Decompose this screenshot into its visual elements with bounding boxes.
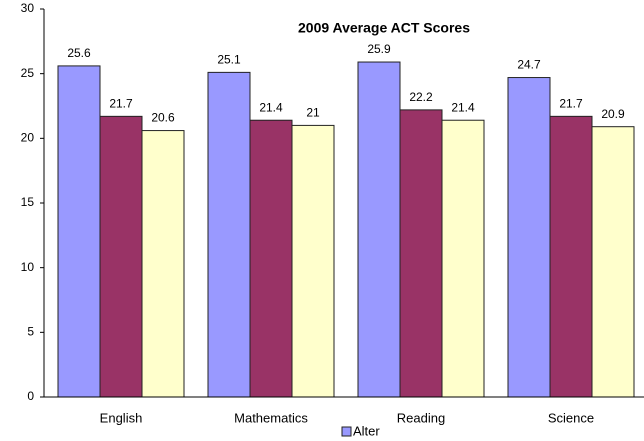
bar xyxy=(207,71,251,398)
value-label: 25.1 xyxy=(217,53,241,67)
bar xyxy=(57,65,101,398)
bar xyxy=(291,124,335,398)
bar xyxy=(441,119,485,398)
x-tick-label: Science xyxy=(548,410,594,425)
value-label: 20.6 xyxy=(151,111,175,125)
x-tick-label: Reading xyxy=(397,410,445,425)
chart-title: 2009 Average ACT Scores xyxy=(298,20,470,36)
value-label: 24.7 xyxy=(517,58,541,72)
value-label: 25.6 xyxy=(67,46,91,60)
y-tick-label: 5 xyxy=(27,325,34,339)
bar xyxy=(249,119,293,398)
value-label: 25.9 xyxy=(367,42,391,56)
value-label: 21.7 xyxy=(109,97,133,111)
value-label: 21.7 xyxy=(559,97,583,111)
y-tick-label: 10 xyxy=(21,260,35,274)
x-tick-label: English xyxy=(100,410,143,425)
bar xyxy=(507,77,551,398)
bar xyxy=(141,130,185,398)
y-tick-label: 30 xyxy=(21,1,35,15)
bar xyxy=(99,115,143,398)
x-tick-label: Mathematics xyxy=(234,410,308,425)
legend-swatch xyxy=(341,426,352,437)
bar xyxy=(591,126,635,398)
y-tick-label: 25 xyxy=(21,66,35,80)
value-label: 21.4 xyxy=(451,100,475,114)
y-tick-label: 20 xyxy=(21,131,35,145)
bar xyxy=(357,61,401,398)
y-tick-label: 15 xyxy=(21,195,35,209)
legend-label: Alter xyxy=(353,423,380,438)
value-label: 22.2 xyxy=(409,90,433,104)
value-label: 21.4 xyxy=(259,100,283,114)
value-label: 21 xyxy=(306,106,320,120)
value-label: 20.9 xyxy=(601,107,625,121)
bar xyxy=(399,109,443,398)
y-tick-label: 0 xyxy=(27,389,34,403)
bar xyxy=(549,115,593,398)
